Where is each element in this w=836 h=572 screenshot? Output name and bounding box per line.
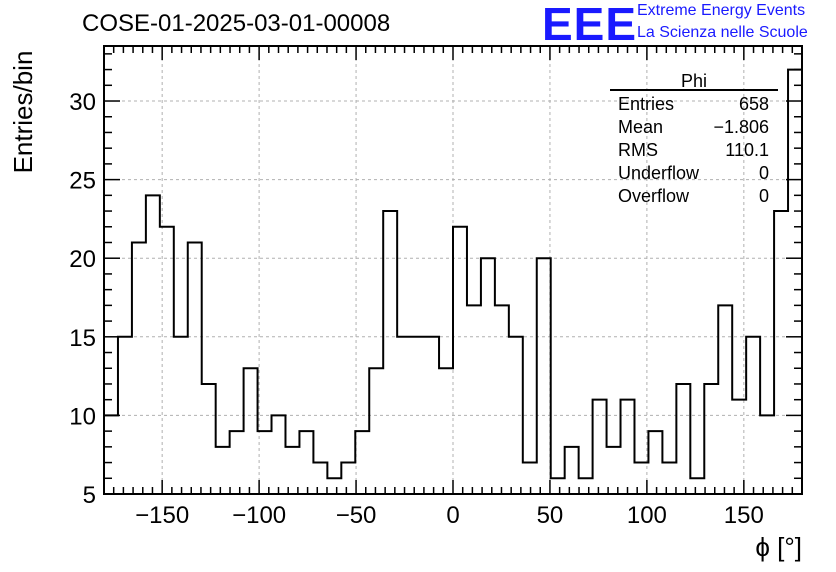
- stats-label: Entries: [618, 94, 674, 114]
- x-tick-label: 50: [537, 502, 564, 529]
- x-tick-label: −150: [135, 502, 189, 529]
- y-tick-label: 15: [69, 325, 96, 352]
- x-tick-label: −50: [336, 502, 377, 529]
- run-title: COSE-01-2025-03-01-00008: [82, 10, 391, 37]
- stats-label: Underflow: [618, 163, 700, 183]
- x-tick-label: 100: [627, 502, 667, 529]
- y-tick-label: 20: [69, 246, 96, 273]
- y-tick-labels: 5 10 15 20 25 30: [69, 89, 96, 509]
- logo-line-2: La Scienza nelle Scuole: [637, 24, 808, 41]
- x-axis-label: ϕ [°]: [755, 532, 802, 562]
- y-tick-label: 5: [83, 482, 96, 509]
- x-tick-label: −100: [232, 502, 286, 529]
- stats-value: −1.806: [713, 117, 769, 137]
- x-tick-label: 0: [446, 502, 459, 529]
- histogram-step-line: [103, 68, 803, 494]
- y-axis-label: Entries/bin: [8, 51, 38, 174]
- y-tick-label: 10: [69, 403, 96, 430]
- stats-box: Phi Entries 658 Mean −1.806 RMS 110.1 Underflo…: [610, 71, 778, 206]
- stats-label: Mean: [618, 117, 663, 137]
- stats-value: 0: [759, 163, 769, 183]
- logo-line-1: Extreme Energy Events: [637, 2, 806, 19]
- y-tick-label: 30: [69, 89, 96, 116]
- stats-value: 658: [739, 94, 769, 114]
- stats-label: Overflow: [618, 186, 690, 206]
- axis-ticks: [104, 46, 802, 495]
- stats-label: RMS: [618, 140, 658, 160]
- stats-title: Phi: [681, 71, 707, 91]
- stats-value: 0: [759, 186, 769, 206]
- x-tick-labels: −150 −100 −50 0 50 100 150: [135, 502, 764, 529]
- eee-logo: EEE: [542, 0, 638, 50]
- y-tick-label: 25: [69, 168, 96, 195]
- x-tick-label: 150: [724, 502, 764, 529]
- stats-value: 110.1: [725, 140, 769, 160]
